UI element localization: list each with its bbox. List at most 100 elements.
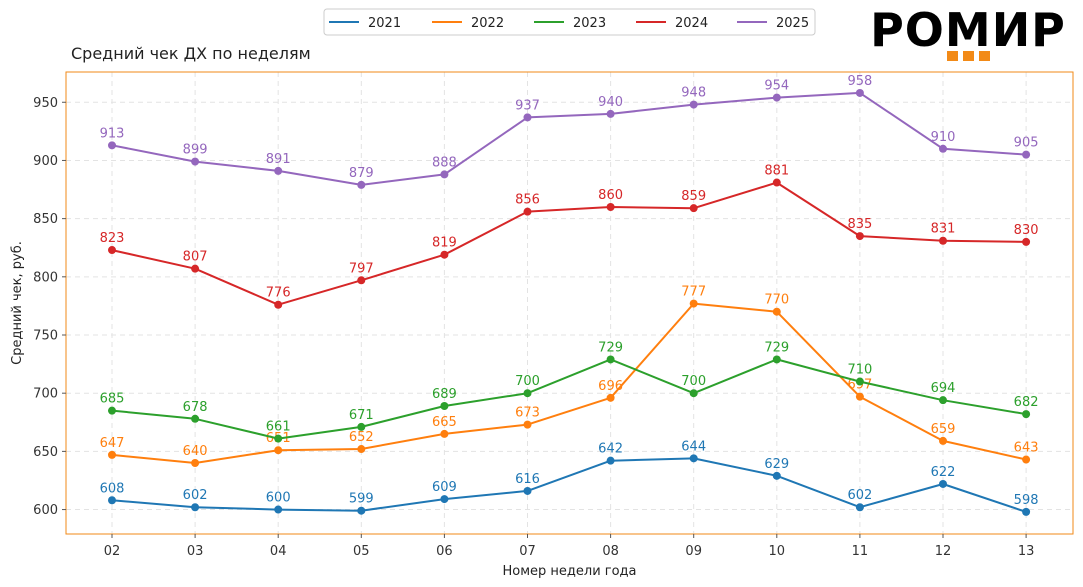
series-line bbox=[111, 91, 1027, 186]
legend-item: 2024 bbox=[636, 16, 708, 31]
data-label: 830 bbox=[1014, 223, 1039, 238]
y-tick-label: 850 bbox=[33, 212, 58, 227]
data-label: 640 bbox=[183, 444, 208, 459]
data-point bbox=[191, 414, 200, 423]
legend-label: 2021 bbox=[368, 16, 401, 31]
data-label: 881 bbox=[764, 164, 789, 179]
data-point bbox=[1022, 237, 1031, 246]
data-label: 659 bbox=[931, 422, 956, 437]
data-point bbox=[855, 392, 864, 401]
data-label: 823 bbox=[100, 231, 125, 246]
x-axis: 02 03 04 05 06 07 08 09 10 11 12 13 bbox=[104, 534, 1034, 559]
series-2021: 608 602 600 599 609 616 642 644 629 602 622 598 bbox=[100, 439, 1039, 516]
data-label: 598 bbox=[1014, 493, 1039, 508]
data-point bbox=[274, 300, 283, 309]
x-tick-label: 07 bbox=[519, 544, 536, 559]
data-point bbox=[1022, 507, 1031, 516]
x-tick-label: 05 bbox=[353, 544, 370, 559]
data-label: 694 bbox=[931, 381, 956, 396]
data-point bbox=[357, 422, 366, 431]
data-point bbox=[523, 420, 532, 429]
legend-box bbox=[323, 8, 816, 36]
data-label: 608 bbox=[100, 481, 125, 496]
data-point bbox=[855, 88, 864, 97]
data-label: 891 bbox=[266, 152, 291, 167]
series-line bbox=[111, 181, 1027, 306]
data-label: 629 bbox=[764, 457, 789, 472]
data-label: 644 bbox=[681, 439, 706, 454]
data-point bbox=[939, 236, 947, 245]
data-point bbox=[772, 355, 781, 364]
legend-label: 2023 bbox=[573, 16, 606, 31]
data-point bbox=[523, 113, 532, 122]
chart-title: Средний чек ДХ по неделям bbox=[71, 44, 311, 63]
data-label: 696 bbox=[598, 379, 623, 394]
data-point bbox=[108, 141, 116, 150]
data-label: 682 bbox=[1014, 395, 1039, 410]
x-tick-label: 03 bbox=[187, 544, 204, 559]
data-label: 860 bbox=[598, 188, 623, 203]
y-tick-label: 700 bbox=[33, 387, 58, 402]
y-tick-label: 900 bbox=[33, 154, 58, 169]
data-label: 879 bbox=[349, 166, 374, 181]
data-label: 948 bbox=[681, 86, 706, 101]
data-point bbox=[357, 276, 366, 285]
data-point bbox=[772, 178, 781, 187]
data-label: 937 bbox=[515, 98, 540, 113]
data-label: 797 bbox=[349, 261, 374, 276]
x-tick-label: 08 bbox=[602, 544, 619, 559]
data-point bbox=[108, 496, 116, 505]
data-point bbox=[191, 264, 200, 273]
data-label: 958 bbox=[847, 74, 872, 89]
data-point bbox=[606, 109, 615, 118]
data-point bbox=[191, 459, 200, 468]
data-point bbox=[606, 393, 615, 402]
y-tick-label: 650 bbox=[33, 445, 58, 460]
data-label: 647 bbox=[100, 436, 125, 451]
data-point bbox=[357, 506, 366, 515]
data-label: 642 bbox=[598, 442, 623, 457]
data-point bbox=[939, 144, 947, 153]
data-point bbox=[440, 170, 449, 179]
data-label: 835 bbox=[847, 217, 872, 232]
data-point bbox=[772, 93, 781, 102]
data-label: 770 bbox=[764, 293, 789, 308]
data-label: 599 bbox=[349, 492, 374, 507]
data-label: 776 bbox=[266, 286, 291, 301]
series-2025: 913 899 891 879 888 937 940 948 954 958 910 905 bbox=[100, 74, 1039, 189]
data-label: 899 bbox=[183, 143, 208, 158]
data-label: 609 bbox=[432, 480, 457, 495]
data-point bbox=[440, 429, 449, 438]
data-label: 689 bbox=[432, 387, 457, 402]
data-point bbox=[689, 299, 698, 308]
plot-frame bbox=[65, 71, 1074, 535]
legend-item: 2023 bbox=[534, 16, 606, 31]
grid bbox=[66, 72, 1073, 534]
y-tick-label: 800 bbox=[33, 270, 58, 285]
data-label: 710 bbox=[847, 363, 872, 378]
data-point bbox=[939, 396, 947, 405]
data-point bbox=[108, 406, 116, 415]
logo-square bbox=[979, 51, 990, 61]
data-label: 888 bbox=[432, 155, 457, 170]
x-tick-label: 06 bbox=[436, 544, 453, 559]
data-point bbox=[274, 505, 283, 514]
data-point bbox=[274, 434, 283, 443]
data-label: 954 bbox=[764, 79, 789, 94]
data-point bbox=[1022, 150, 1031, 159]
data-point bbox=[689, 454, 698, 463]
data-point bbox=[1022, 455, 1031, 464]
logo-text: РОМИР bbox=[870, 3, 1066, 57]
data-point bbox=[606, 355, 615, 364]
data-label: 602 bbox=[847, 488, 872, 503]
data-label: 729 bbox=[598, 340, 623, 355]
data-label: 913 bbox=[100, 126, 125, 141]
data-point bbox=[772, 307, 781, 316]
data-point bbox=[606, 202, 615, 211]
data-point bbox=[855, 503, 864, 512]
data-point bbox=[772, 471, 781, 480]
y-tick-label: 600 bbox=[33, 503, 58, 518]
data-label: 678 bbox=[183, 400, 208, 415]
x-tick-label: 04 bbox=[270, 544, 287, 559]
